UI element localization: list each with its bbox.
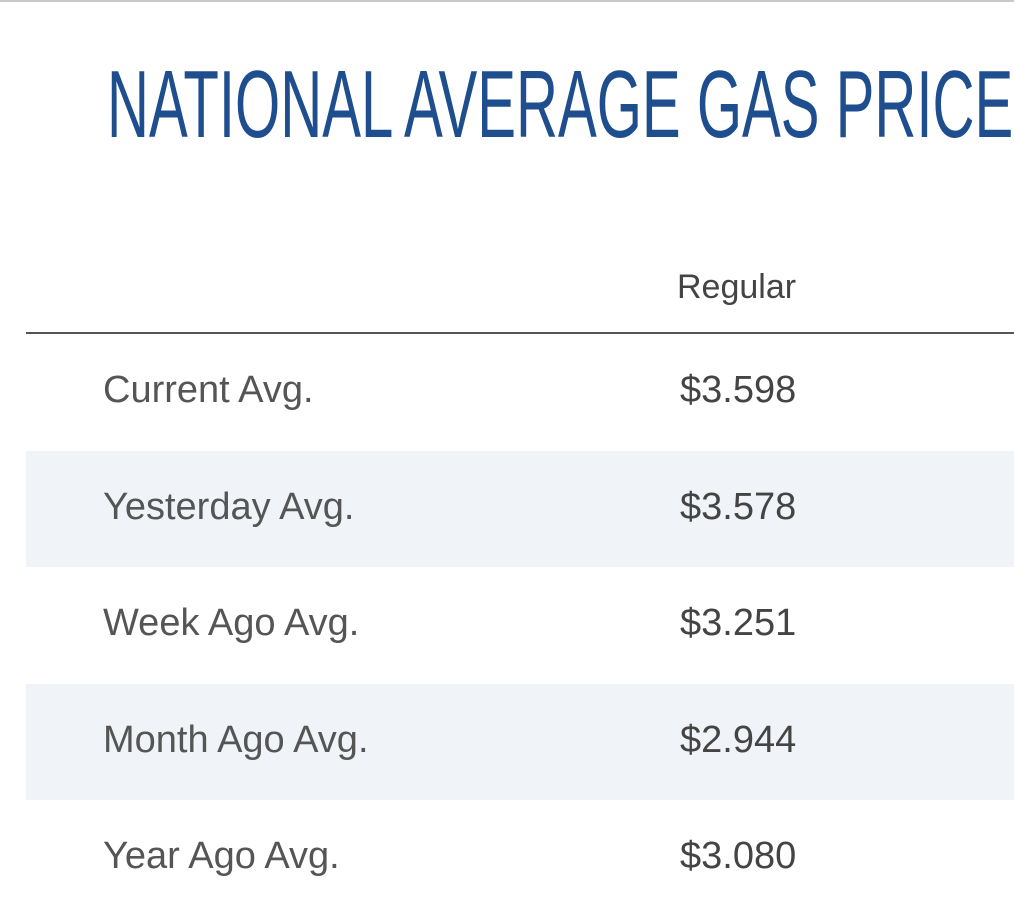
row-label: Month Ago Avg.	[103, 718, 369, 761]
price-cell: $3.251	[680, 602, 797, 644]
price-cell: $3.578	[680, 485, 797, 528]
table-row: Week Ago Avg. $3.251	[26, 567, 1014, 683]
table-row: Month Ago Avg. $2.944	[26, 683, 1014, 800]
title-area: NATIONAL AVERAGE GAS PRICES	[107, 51, 1014, 158]
column-header: Regular	[677, 268, 797, 306]
row-label: Week Ago Avg.	[103, 602, 360, 644]
page-title: NATIONAL AVERAGE GAS PRICES	[107, 51, 1014, 158]
table-row: Current Avg. $3.598	[26, 334, 1014, 450]
table-header: Regular	[26, 250, 1014, 334]
price-cell: $3.598	[680, 369, 797, 411]
table-row: Year Ago Avg. $3.080	[26, 800, 1014, 916]
price-cell: $2.944	[680, 718, 797, 761]
divider	[0, 0, 1014, 2]
price-cell: $3.080	[680, 835, 797, 877]
table-row: Yesterday Avg. $3.578	[26, 450, 1014, 567]
row-label: Current Avg.	[103, 369, 314, 411]
row-label: Yesterday Avg.	[103, 485, 355, 528]
row-label: Year Ago Avg.	[103, 835, 340, 877]
